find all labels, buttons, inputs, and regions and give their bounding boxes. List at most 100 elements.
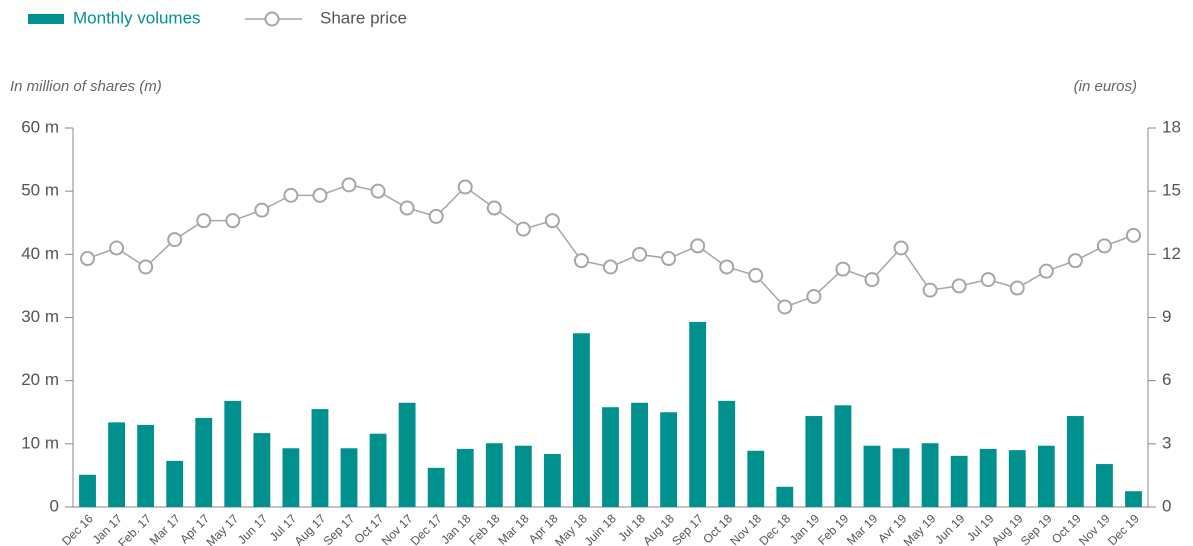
bar bbox=[369, 433, 387, 507]
bar bbox=[108, 422, 126, 507]
bar bbox=[1095, 464, 1113, 507]
y-axis-title: In million of shares (m) bbox=[10, 78, 162, 95]
bar bbox=[1008, 450, 1026, 507]
bar bbox=[253, 433, 271, 507]
bar bbox=[834, 405, 852, 507]
price-marker bbox=[719, 259, 735, 275]
y2-tick-label: 12 bbox=[1162, 244, 1181, 263]
y-tick-label: 60 m bbox=[21, 117, 59, 136]
bar bbox=[79, 474, 96, 507]
bar bbox=[921, 443, 939, 507]
bar bbox=[166, 460, 184, 507]
price-marker bbox=[225, 213, 241, 229]
price-marker bbox=[254, 202, 270, 218]
price-marker bbox=[428, 208, 444, 224]
bar bbox=[311, 409, 329, 507]
bar bbox=[1066, 416, 1084, 507]
x-tick-label: Sep 17 bbox=[669, 511, 706, 546]
bar bbox=[747, 450, 765, 507]
y2-axis-title: (in euros) bbox=[1074, 78, 1137, 95]
bar bbox=[282, 448, 300, 507]
x-tick-label: Sep 19 bbox=[1018, 511, 1055, 546]
bar bbox=[543, 453, 561, 507]
bar bbox=[950, 455, 968, 507]
x-tick-label: Mar 18 bbox=[495, 511, 532, 546]
x-tick-label: Mar 17 bbox=[147, 511, 184, 546]
bar bbox=[224, 400, 242, 507]
x-tick-label: Dec 19 bbox=[1105, 511, 1142, 546]
bar bbox=[1037, 445, 1055, 507]
bar bbox=[718, 400, 736, 507]
bar bbox=[602, 407, 619, 507]
y2-tick-label: 0 bbox=[1162, 496, 1171, 515]
y-tick-label: 0 bbox=[50, 496, 59, 515]
y2-tick-label: 9 bbox=[1162, 307, 1171, 326]
x-tick-label: Mar 19 bbox=[844, 511, 881, 546]
price-marker bbox=[312, 187, 328, 203]
bar bbox=[631, 402, 648, 507]
x-tick-label: Jun 17 bbox=[235, 511, 271, 546]
bar bbox=[514, 445, 532, 507]
bar bbox=[195, 417, 213, 507]
price-marker bbox=[573, 253, 589, 269]
price-marker bbox=[167, 232, 183, 248]
price-marker bbox=[690, 238, 706, 254]
price-marker bbox=[457, 179, 473, 195]
price-marker bbox=[486, 200, 502, 216]
price-marker bbox=[370, 183, 386, 199]
x-tick-label: May 17 bbox=[203, 511, 241, 546]
y2-tick-label: 6 bbox=[1162, 370, 1171, 389]
price-marker bbox=[864, 272, 880, 288]
x-tick-label: May 19 bbox=[901, 511, 939, 546]
bar bbox=[137, 424, 155, 507]
legend-swatch-volumes bbox=[28, 14, 64, 24]
price-marker bbox=[196, 213, 212, 229]
price-marker bbox=[399, 200, 415, 216]
price-marker bbox=[1096, 238, 1112, 254]
x-tick-label: Dec 17 bbox=[408, 511, 445, 546]
price-marker bbox=[603, 259, 618, 275]
price-marker bbox=[748, 267, 764, 283]
x-tick-label: Jun 19 bbox=[932, 511, 968, 546]
bar bbox=[340, 448, 358, 507]
price-marker bbox=[1038, 263, 1054, 279]
x-tick-label: Dec 16 bbox=[59, 511, 96, 546]
price-marker bbox=[777, 299, 793, 315]
price-marker bbox=[893, 240, 909, 256]
price-marker bbox=[835, 261, 851, 277]
y-tick-label: 50 m bbox=[21, 181, 59, 200]
price-marker bbox=[109, 240, 125, 256]
price-marker bbox=[544, 213, 560, 229]
y-tick-label: 30 m bbox=[21, 307, 59, 326]
price-marker bbox=[1125, 227, 1141, 243]
bar bbox=[776, 486, 794, 507]
bar bbox=[979, 448, 997, 507]
price-marker bbox=[341, 177, 357, 193]
price-line bbox=[87, 184, 1134, 308]
price-marker bbox=[661, 251, 677, 267]
y-tick-label: 10 m bbox=[21, 433, 59, 452]
legend-label: Share price bbox=[320, 8, 407, 27]
legend-label: Monthly volumes bbox=[73, 8, 201, 27]
bar bbox=[1125, 491, 1142, 507]
price-marker bbox=[1067, 253, 1083, 269]
bar bbox=[573, 333, 590, 507]
price-marker bbox=[80, 251, 96, 267]
y2-tick-label: 18 bbox=[1162, 117, 1181, 136]
price-marker bbox=[1009, 280, 1025, 296]
x-tick-label: Sep 17 bbox=[321, 511, 358, 546]
legend-marker bbox=[264, 11, 280, 27]
bar bbox=[398, 402, 416, 507]
bar bbox=[863, 445, 881, 507]
price-marker bbox=[806, 288, 822, 304]
bar bbox=[485, 443, 503, 507]
bar bbox=[892, 448, 910, 507]
price-marker bbox=[980, 272, 996, 288]
bar bbox=[456, 448, 474, 507]
price-marker bbox=[632, 246, 648, 262]
price-marker bbox=[283, 187, 299, 203]
bar bbox=[427, 467, 445, 507]
y2-tick-label: 15 bbox=[1162, 181, 1181, 200]
price-marker bbox=[515, 221, 531, 237]
